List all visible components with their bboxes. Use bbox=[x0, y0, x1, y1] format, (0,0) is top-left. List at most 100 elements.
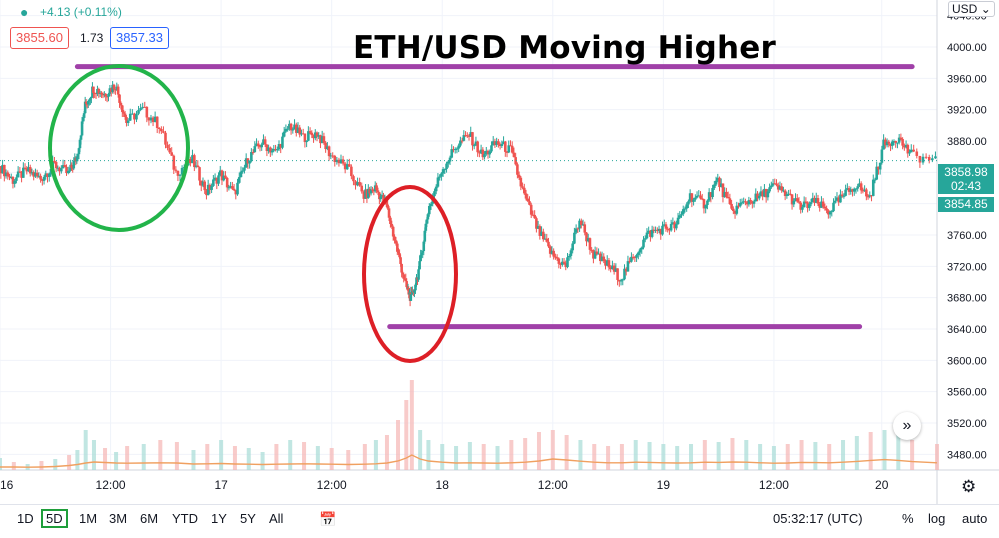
candle-body bbox=[277, 143, 281, 150]
candle-body bbox=[818, 203, 822, 208]
candle-body bbox=[37, 175, 41, 177]
candle-body bbox=[567, 255, 571, 258]
volume-bar bbox=[523, 438, 528, 470]
candle-body bbox=[903, 145, 906, 148]
candle-body bbox=[35, 172, 39, 177]
candle-body bbox=[455, 148, 459, 150]
log-toggle[interactable]: log bbox=[928, 511, 946, 526]
candle-body bbox=[725, 191, 728, 197]
candle-body bbox=[699, 195, 702, 199]
candle-body bbox=[854, 188, 858, 190]
candle-body bbox=[75, 156, 79, 162]
candle-body bbox=[96, 89, 99, 94]
bid-price[interactable]: 3855.60 bbox=[10, 27, 69, 49]
candle-body bbox=[356, 182, 359, 186]
candle-body bbox=[678, 215, 682, 218]
candle-body bbox=[350, 166, 353, 177]
range-1y[interactable]: 1Y bbox=[211, 511, 227, 526]
range-1m[interactable]: 1M bbox=[79, 511, 98, 526]
candle-body bbox=[706, 200, 709, 206]
candle-body bbox=[633, 257, 637, 259]
last-price-label: 3858.98 02:43 bbox=[938, 164, 994, 194]
range-all[interactable]: All bbox=[269, 511, 284, 526]
candle-body bbox=[115, 86, 119, 90]
candle-body bbox=[282, 131, 286, 137]
candle-body bbox=[927, 157, 931, 161]
candle-body bbox=[742, 201, 745, 203]
percent-toggle[interactable]: % bbox=[902, 511, 914, 526]
candle-body bbox=[597, 253, 600, 255]
range-5y[interactable]: 5Y bbox=[240, 511, 256, 526]
candle-body bbox=[390, 223, 394, 227]
volume-bar bbox=[103, 448, 108, 470]
candle-body bbox=[453, 149, 457, 151]
volume-bar bbox=[564, 435, 569, 470]
candle-body bbox=[865, 189, 868, 197]
candle-body bbox=[258, 146, 262, 148]
candle-body bbox=[443, 169, 447, 171]
candle-body bbox=[101, 94, 105, 96]
candle-body bbox=[510, 145, 514, 153]
ask-price[interactable]: 3857.33 bbox=[110, 27, 169, 49]
candle-body bbox=[585, 232, 588, 242]
candle-body bbox=[239, 171, 243, 178]
candle-body bbox=[529, 204, 533, 215]
range-6m[interactable]: 6M bbox=[140, 511, 159, 526]
candle-body bbox=[234, 190, 238, 195]
candle-body bbox=[816, 198, 820, 204]
candle-body bbox=[270, 150, 274, 153]
range-ytd[interactable]: YTD bbox=[172, 511, 198, 526]
second-price-label: 3854.85 bbox=[938, 197, 994, 212]
candle-body bbox=[662, 224, 666, 226]
candle-body bbox=[906, 144, 910, 154]
candle-body bbox=[630, 256, 633, 262]
candle-body bbox=[1, 164, 4, 174]
candle-body bbox=[863, 189, 866, 191]
candle-body bbox=[462, 135, 466, 141]
candle-body bbox=[569, 250, 573, 256]
candle-body bbox=[519, 177, 523, 187]
candle-body bbox=[284, 128, 288, 132]
calendar-range-icon[interactable]: 📅 bbox=[319, 511, 337, 527]
candle-body bbox=[180, 167, 184, 175]
candle-body bbox=[429, 203, 433, 207]
clock-time[interactable]: 05:32:17 (UTC) bbox=[773, 511, 863, 526]
candle-body bbox=[799, 202, 802, 210]
candle-body bbox=[747, 200, 751, 205]
candle-body bbox=[745, 202, 749, 205]
candle-body bbox=[852, 188, 856, 192]
candle-body bbox=[23, 167, 27, 169]
candle-body bbox=[552, 250, 555, 257]
range-1d[interactable]: 1D bbox=[17, 511, 34, 526]
candle-body bbox=[472, 145, 476, 147]
range-5d[interactable]: 5D bbox=[41, 509, 68, 528]
candle-body bbox=[172, 155, 176, 170]
candle-body bbox=[884, 139, 887, 146]
candle-body bbox=[484, 150, 488, 155]
range-3m[interactable]: 3M bbox=[109, 511, 128, 526]
candle-body bbox=[835, 197, 839, 201]
currency-select[interactable]: USD ⌄ bbox=[948, 1, 995, 17]
candle-body bbox=[749, 200, 752, 202]
candle-body bbox=[41, 179, 44, 181]
candle-body bbox=[9, 177, 13, 179]
candle-body bbox=[189, 158, 192, 164]
candle-body bbox=[112, 84, 116, 90]
candle-body bbox=[618, 279, 621, 282]
candle-body bbox=[119, 102, 123, 106]
settings-gear-icon[interactable]: ⚙ bbox=[961, 477, 977, 496]
candle-body bbox=[877, 166, 880, 170]
candle-body bbox=[217, 175, 220, 184]
candle-body bbox=[256, 143, 260, 147]
candle-body bbox=[768, 187, 771, 192]
x-tick-label: 12:00 bbox=[96, 478, 126, 492]
candle-body bbox=[918, 155, 922, 163]
candle-body bbox=[155, 116, 159, 128]
candle-body bbox=[509, 145, 512, 147]
auto-toggle[interactable]: auto bbox=[962, 511, 988, 526]
scroll-to-realtime-button[interactable]: » bbox=[893, 412, 921, 440]
candle-body bbox=[657, 228, 661, 231]
volume-bar bbox=[758, 444, 763, 470]
